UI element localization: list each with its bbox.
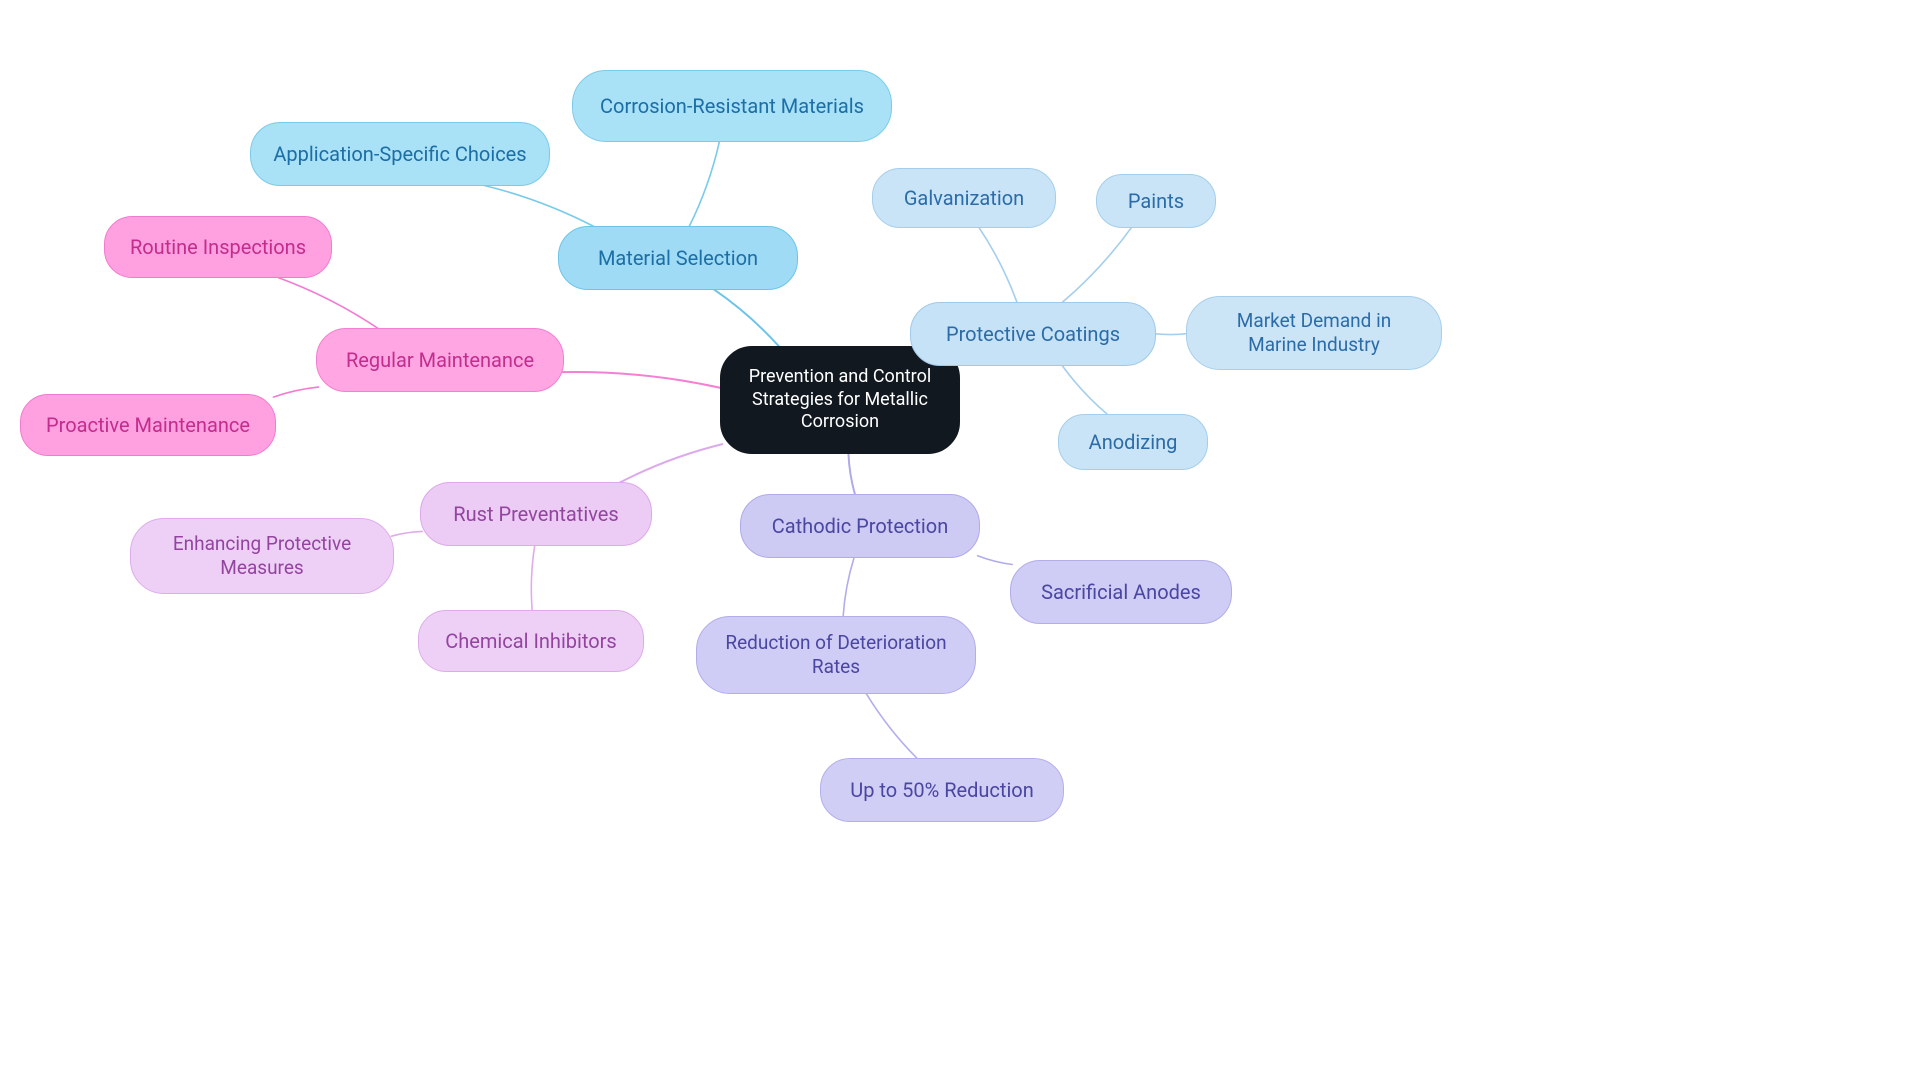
edge: [391, 531, 422, 536]
node-label: Rust Preventatives: [453, 502, 618, 527]
edge: [1062, 227, 1132, 302]
node-label: Reduction of Deterioration Rates: [719, 631, 953, 679]
node-anodize: Anodizing: [1058, 414, 1208, 470]
node-label: Paints: [1128, 189, 1184, 214]
edge: [714, 289, 780, 347]
node-routine: Routine Inspections: [104, 216, 332, 278]
node-market: Market Demand in Marine Industry: [1186, 296, 1442, 370]
node-label: Enhancing Protective Measures: [153, 532, 371, 580]
node-enhance: Enhancing Protective Measures: [130, 518, 394, 594]
node-proactive: Proactive Maintenance: [20, 394, 276, 456]
node-galv: Galvanization: [872, 168, 1056, 228]
node-center: Prevention and Control Strategies for Me…: [720, 346, 960, 454]
edge: [978, 556, 1013, 565]
node-reduction: Reduction of Deterioration Rates: [696, 616, 976, 694]
edge: [1062, 365, 1108, 414]
node-paints: Paints: [1096, 174, 1216, 228]
edge: [531, 545, 534, 610]
edge: [1154, 333, 1189, 334]
edge: [689, 141, 719, 226]
node-fifty: Up to 50% Reduction: [820, 758, 1064, 822]
node-label: Routine Inspections: [130, 235, 306, 260]
edge: [620, 444, 723, 483]
edge: [562, 372, 723, 388]
node-label: Regular Maintenance: [346, 348, 534, 373]
node-maint: Regular Maintenance: [316, 328, 564, 392]
edge: [843, 557, 854, 616]
node-sacrif: Sacrificial Anodes: [1010, 560, 1232, 624]
node-label: Galvanization: [904, 186, 1024, 211]
node-label: Up to 50% Reduction: [850, 778, 1034, 803]
node-label: Corrosion-Resistant Materials: [600, 94, 864, 119]
node-coatings: Protective Coatings: [910, 302, 1156, 366]
node-rust: Rust Preventatives: [420, 482, 652, 546]
node-label: Market Demand in Marine Industry: [1209, 309, 1419, 357]
node-label: Material Selection: [598, 246, 758, 271]
node-matsel: Material Selection: [558, 226, 798, 290]
node-label: Sacrificial Anodes: [1041, 580, 1201, 605]
edge: [278, 277, 379, 328]
node-label: Protective Coatings: [946, 322, 1120, 347]
node-cathodic: Cathodic Protection: [740, 494, 980, 558]
node-label: Chemical Inhibitors: [445, 629, 617, 654]
edge: [848, 453, 855, 495]
node-crm: Corrosion-Resistant Materials: [572, 70, 892, 142]
node-label: Anodizing: [1089, 430, 1178, 455]
node-appchoice: Application-Specific Choices: [250, 122, 550, 186]
node-label: Application-Specific Choices: [273, 142, 526, 167]
node-cheminh: Chemical Inhibitors: [418, 610, 644, 672]
edge: [273, 387, 318, 397]
edge: [866, 693, 917, 758]
node-label: Proactive Maintenance: [46, 413, 250, 438]
edge: [979, 227, 1017, 302]
node-label: Cathodic Protection: [772, 514, 949, 539]
edge: [484, 185, 594, 226]
node-label: Prevention and Control Strategies for Me…: [743, 366, 937, 434]
